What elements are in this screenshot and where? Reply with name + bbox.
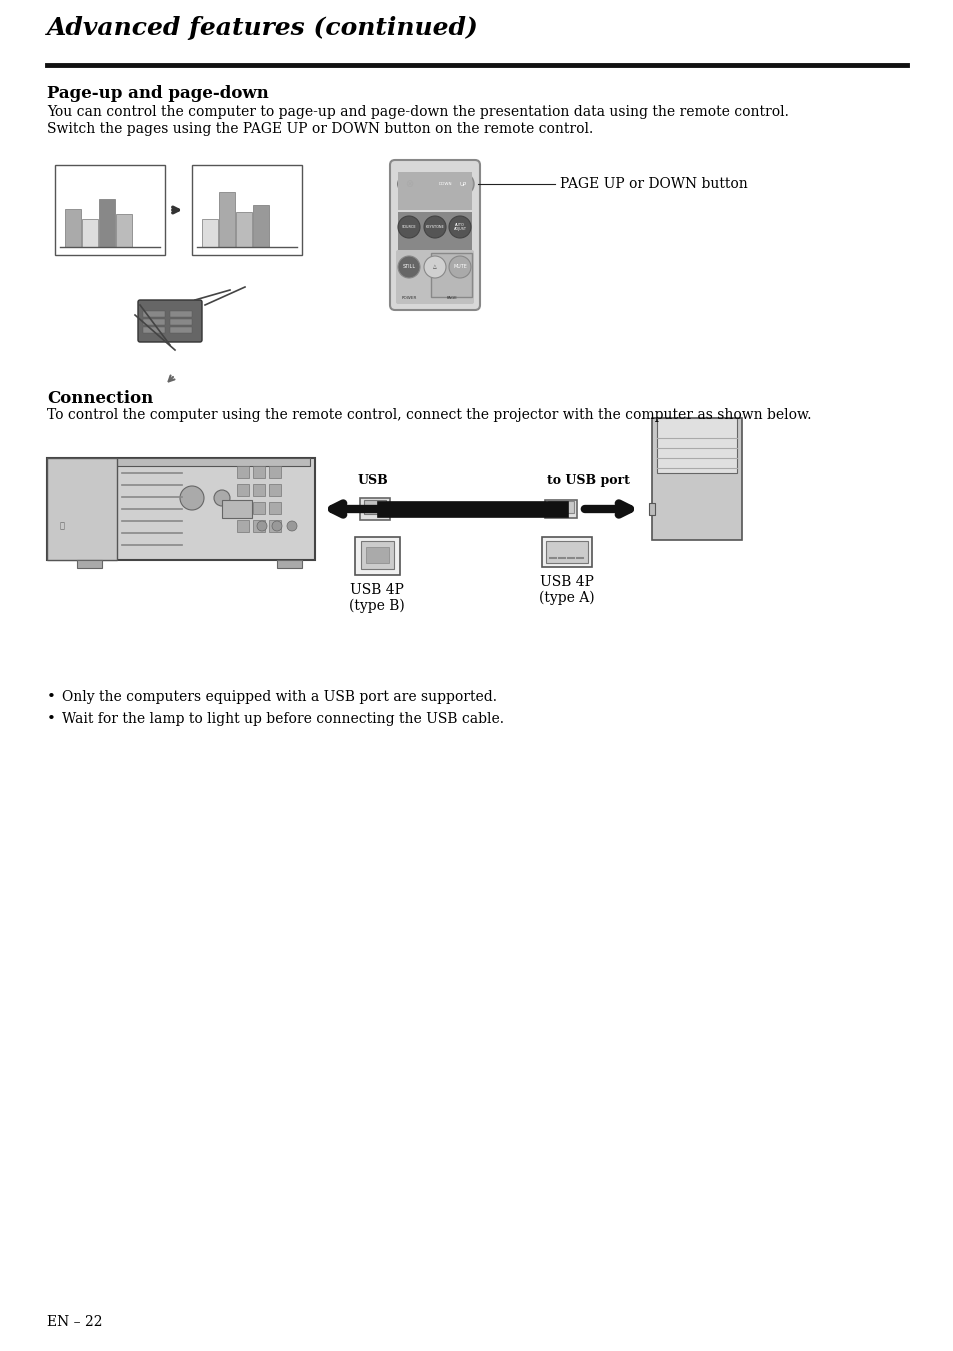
Text: (type B): (type B) — [349, 598, 404, 613]
Bar — [235, 212, 252, 247]
Text: UP: UP — [459, 181, 466, 186]
Bar — [143, 319, 165, 326]
Bar — [253, 503, 265, 513]
Bar — [65, 209, 81, 247]
Bar — [170, 311, 192, 317]
Bar — [236, 503, 249, 513]
Text: USB 4P: USB 4P — [539, 576, 594, 589]
Bar — [253, 205, 269, 247]
Text: △: △ — [433, 265, 436, 269]
Bar — [545, 540, 587, 563]
Bar — [397, 172, 472, 209]
Bar — [648, 503, 655, 515]
Circle shape — [397, 216, 419, 238]
Bar — [366, 547, 389, 563]
Bar — [116, 213, 132, 247]
Text: Wait for the lamp to light up before connecting the USB cable.: Wait for the lamp to light up before con… — [62, 712, 503, 725]
Bar — [170, 327, 192, 332]
FancyBboxPatch shape — [395, 250, 474, 304]
Bar — [360, 540, 394, 569]
Text: PAGE UP or DOWN button: PAGE UP or DOWN button — [559, 177, 747, 190]
Circle shape — [272, 521, 282, 531]
Bar — [222, 500, 252, 517]
FancyBboxPatch shape — [390, 159, 479, 309]
Bar — [651, 417, 741, 540]
Bar — [82, 219, 98, 247]
Text: POWER: POWER — [401, 296, 416, 300]
Bar — [541, 536, 592, 567]
Text: to USB port: to USB port — [546, 474, 629, 486]
Text: •: • — [47, 712, 56, 725]
Bar — [192, 165, 302, 255]
Text: ⚿: ⚿ — [59, 521, 65, 530]
Bar — [219, 192, 234, 247]
Text: DOWN: DOWN — [437, 182, 452, 186]
Circle shape — [423, 216, 446, 238]
Bar — [431, 253, 472, 297]
Bar — [364, 500, 386, 513]
Text: PAGE: PAGE — [446, 296, 456, 300]
Text: Only the computers equipped with a USB port are supported.: Only the computers equipped with a USB p… — [62, 690, 497, 704]
Circle shape — [180, 486, 204, 509]
Circle shape — [452, 173, 474, 195]
Bar — [253, 484, 265, 496]
Bar — [544, 500, 577, 517]
Bar — [236, 466, 249, 478]
Text: MUTE: MUTE — [453, 265, 466, 269]
Text: Advanced features (continued): Advanced features (continued) — [47, 16, 478, 41]
Circle shape — [287, 521, 296, 531]
Bar — [47, 458, 117, 561]
Text: USB 4P: USB 4P — [350, 584, 403, 597]
Bar — [269, 466, 281, 478]
Text: Page-up and page-down: Page-up and page-down — [47, 85, 269, 101]
Bar — [253, 520, 265, 532]
Bar — [276, 561, 302, 567]
Text: You can control the computer to page-up and page-down the presentation data usin: You can control the computer to page-up … — [47, 105, 788, 119]
Bar — [355, 536, 399, 576]
Text: USB: USB — [357, 474, 388, 486]
Text: SOURCE: SOURCE — [401, 226, 416, 230]
Bar — [55, 165, 165, 255]
Text: KEYSTONE: KEYSTONE — [425, 226, 444, 230]
Text: ⊗: ⊗ — [404, 178, 413, 189]
Bar — [77, 561, 102, 567]
Circle shape — [434, 173, 456, 195]
Bar — [657, 417, 737, 473]
Bar — [359, 499, 390, 520]
Text: STILL: STILL — [402, 265, 416, 269]
Bar — [269, 520, 281, 532]
Circle shape — [256, 521, 267, 531]
Text: Connection: Connection — [47, 390, 153, 407]
FancyBboxPatch shape — [138, 300, 202, 342]
Bar — [99, 199, 115, 247]
Bar — [269, 503, 281, 513]
Text: (type A): (type A) — [538, 590, 594, 605]
Text: Switch the pages using the PAGE UP or DOWN button on the remote control.: Switch the pages using the PAGE UP or DO… — [47, 122, 593, 136]
Text: EN – 22: EN – 22 — [47, 1315, 102, 1329]
Text: AUTO
ADJUST: AUTO ADJUST — [453, 223, 466, 231]
Bar — [269, 484, 281, 496]
Bar — [236, 484, 249, 496]
Circle shape — [397, 173, 419, 195]
Bar — [52, 458, 310, 466]
Circle shape — [423, 255, 446, 278]
Bar — [143, 311, 165, 317]
Bar — [236, 520, 249, 532]
Text: •: • — [47, 690, 56, 704]
Text: To control the computer using the remote control, connect the projector with the: To control the computer using the remote… — [47, 408, 811, 422]
Circle shape — [449, 255, 471, 278]
Bar — [170, 319, 192, 326]
Bar — [202, 219, 218, 247]
Circle shape — [449, 216, 471, 238]
Bar — [143, 327, 165, 332]
Bar — [253, 466, 265, 478]
Bar — [47, 458, 314, 561]
Bar — [397, 212, 472, 250]
Bar — [547, 501, 574, 513]
Circle shape — [213, 490, 230, 507]
Circle shape — [397, 255, 419, 278]
